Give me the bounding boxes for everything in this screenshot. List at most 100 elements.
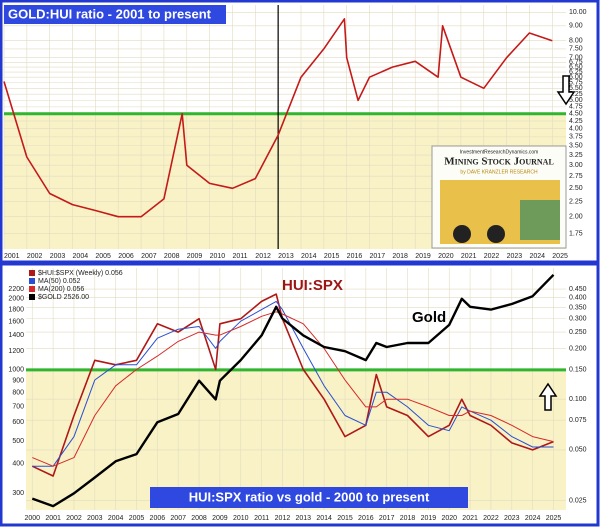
legend-swatch (29, 294, 35, 300)
x-tick-label: 2000 (24, 515, 40, 522)
x-tick-label: 2012 (275, 515, 291, 522)
x-tick-label: 2007 (170, 515, 186, 522)
x-tick-label: 2007 (141, 253, 157, 260)
y-tick-label: 3.25 (569, 152, 583, 159)
x-tick-label: 2016 (347, 253, 363, 260)
x-tick-label: 2014 (316, 515, 332, 522)
y-tick-label: 7.50 (569, 46, 583, 53)
y-tick-label: 0.300 (569, 316, 587, 323)
y-left-tick-label: 400 (12, 461, 24, 468)
legend-label: MA(50) 0.052 (38, 278, 81, 285)
legend-swatch (29, 286, 35, 292)
y-tick-label: 0.200 (569, 345, 587, 352)
x-tick-label: 2023 (507, 253, 523, 260)
legend-label: MA(200) 0.056 (38, 286, 84, 293)
x-tick-label: 2018 (392, 253, 408, 260)
x-tick-label: 2006 (118, 253, 134, 260)
ad-byline: by DAVE KRANZLER RESEARCH (460, 169, 538, 175)
x-tick-label: 2023 (504, 515, 520, 522)
y-left-tick-label: 1200 (8, 348, 24, 355)
x-tick-label: 2018 (400, 515, 416, 522)
ad-url: InvestmentResearchDynamics.com (460, 149, 539, 155)
legend-label: $HUI:$SPX (Weekly) 0.056 (38, 270, 123, 277)
y-tick-label: 5.00 (569, 97, 583, 104)
series-line (32, 300, 554, 467)
y-tick-label: 9.00 (569, 23, 583, 30)
x-tick-label: 2012 (255, 253, 271, 260)
y-tick-label: 2.75 (569, 173, 583, 180)
x-tick-label: 2005 (129, 515, 145, 522)
x-tick-label: 2003 (50, 253, 66, 260)
y-tick-label: 6.75 (569, 59, 583, 66)
y-left-tick-label: 1600 (8, 319, 24, 326)
x-tick-label: 2006 (150, 515, 166, 522)
y-tick-label: 0.025 (569, 497, 587, 504)
ad-image-wheel (453, 225, 471, 243)
y-left-tick-label: 600 (12, 419, 24, 426)
y-tick-label: 6.50 (569, 64, 583, 71)
x-tick-label: 2008 (164, 253, 180, 260)
bottom-panel-border (0, 262, 600, 527)
x-tick-label: 2010 (233, 515, 249, 522)
y-tick-label: 0.450 (569, 286, 587, 293)
y-tick-label: 5.75 (569, 79, 583, 86)
y-tick-label: 0.150 (569, 366, 587, 373)
y-left-tick-label: 1000 (8, 367, 24, 374)
chart-title: GOLD:HUI ratio - 2001 to present (8, 6, 212, 21)
title-bg (150, 487, 468, 508)
y-tick-label: 3.00 (569, 162, 583, 169)
series-line (32, 311, 554, 467)
y-left-tick-label: 1800 (8, 306, 24, 313)
y-tick-label: 7.00 (569, 55, 583, 62)
y-tick-label: 2.50 (569, 185, 583, 192)
ad-title: Mining Stock Journal (444, 156, 554, 168)
y-left-tick-label: 2200 (8, 286, 24, 293)
legend-label: $GOLD 2526.00 (38, 294, 89, 301)
x-tick-label: 2016 (358, 515, 374, 522)
x-tick-label: 2017 (379, 515, 395, 522)
top-panel-border (0, 0, 600, 264)
x-tick-label: 2011 (254, 515, 269, 522)
x-tick-label: 2014 (301, 253, 317, 260)
y-left-tick-label: 900 (12, 378, 24, 385)
x-tick-label: 2013 (278, 253, 294, 260)
x-tick-label: 2011 (232, 253, 247, 260)
y-tick-label: 6.25 (569, 69, 583, 76)
plot-bg-lower (26, 369, 566, 510)
chart-title: HUI:SPX ratio vs gold - 2000 to present (189, 489, 430, 504)
x-tick-label: 2024 (529, 253, 545, 260)
ad-image-wheel (487, 225, 505, 243)
x-tick-label: 2019 (421, 515, 437, 522)
series-line (31, 273, 555, 508)
y-tick-label: 0.250 (569, 329, 587, 336)
y-tick-label: 0.100 (569, 396, 587, 403)
x-tick-label: 2013 (296, 515, 312, 522)
x-tick-label: 2005 (95, 253, 111, 260)
y-tick-label: 2.25 (569, 199, 583, 206)
y-left-tick-label: 300 (12, 490, 24, 497)
x-tick-label: 2019 (415, 253, 431, 260)
y-tick-label: 10.00 (569, 9, 587, 16)
x-tick-label: 2004 (108, 515, 124, 522)
y-tick-label: 0.050 (569, 447, 587, 454)
arrow-up (538, 382, 558, 411)
series-line (3, 18, 553, 218)
y-tick-label: 4.75 (569, 104, 583, 111)
title-bg (4, 5, 226, 24)
y-tick-label: 2.00 (569, 213, 583, 220)
y-tick-label: 5.25 (569, 91, 583, 98)
x-tick-label: 2021 (462, 515, 478, 522)
y-left-tick-label: 500 (12, 438, 24, 445)
y-tick-label: 4.00 (569, 126, 583, 133)
x-tick-label: 2022 (483, 515, 499, 522)
x-tick-label: 2009 (212, 515, 228, 522)
x-tick-label: 2015 (324, 253, 340, 260)
x-tick-label: 2020 (438, 253, 454, 260)
arrow-down (556, 75, 576, 106)
ad-image-money (520, 200, 560, 240)
x-tick-label: 2017 (370, 253, 386, 260)
x-tick-label: 2010 (210, 253, 226, 260)
x-tick-label: 2002 (66, 515, 82, 522)
